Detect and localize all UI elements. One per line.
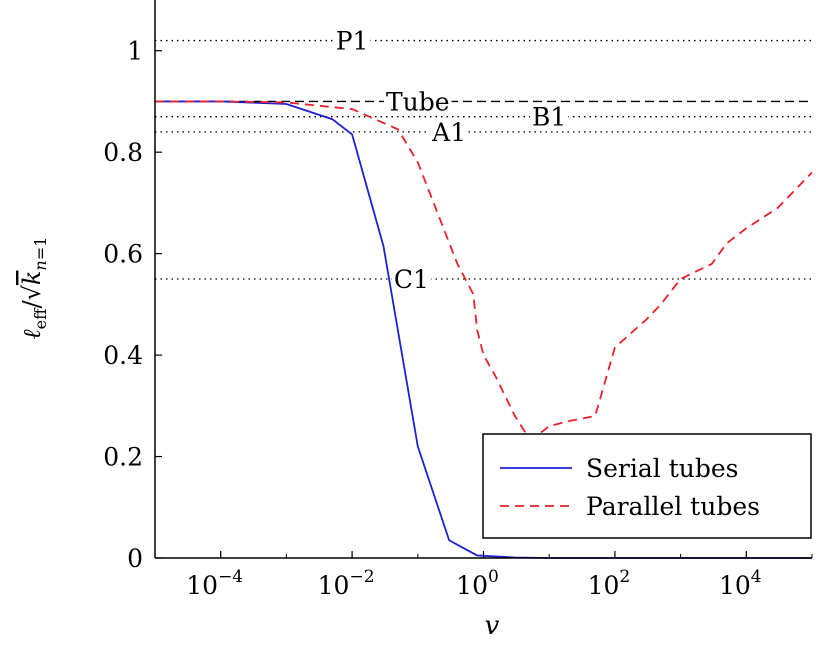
legend-label: Serial tubes — [586, 454, 739, 483]
y-ticks: 0 0.2 0.4 0.6 0.8 1 — [103, 37, 162, 573]
reference-label-tube: Tube — [386, 87, 450, 116]
y-tick-label: 0.4 — [103, 341, 143, 370]
reference-label-p1: P1 — [336, 27, 369, 56]
x-tick-label: 100 — [456, 567, 499, 600]
svg-text:ℓeff/√kn=1: ℓeff/√kn=1 — [18, 237, 50, 340]
reference-label-bg — [530, 102, 569, 131]
reference-label-bg — [391, 265, 431, 293]
x-tick-label: 10−2 — [318, 567, 375, 600]
reference-label-a1: A1 — [431, 118, 466, 147]
x-tick-label: 102 — [588, 567, 631, 600]
x-ticks: 10−4 10−2 100 102 104 — [154, 551, 813, 600]
legend-label: Parallel tubes — [586, 492, 760, 521]
x-tick-label: 104 — [719, 567, 762, 600]
y-tick-label: 0.8 — [103, 138, 143, 167]
reference-label-bg — [430, 117, 469, 146]
x-axis-label: v — [485, 611, 500, 641]
legend-box — [482, 433, 812, 539]
y-tick-label: 0.2 — [103, 443, 143, 472]
reference-label-bg — [384, 87, 452, 116]
x-tick-label: 10−4 — [186, 567, 243, 600]
reference-label-bg — [333, 26, 371, 55]
y-tick-label: 1 — [127, 37, 143, 66]
reference-label-b1: B1 — [532, 103, 566, 132]
reference-label-c1: C1 — [394, 265, 429, 294]
legend: Serial tubes Parallel tubes — [482, 433, 812, 539]
y-axis-label: ℓeff/√kn=1 — [18, 237, 50, 340]
y-tick-label: 0 — [127, 544, 143, 573]
reference-lines: P1 Tube B1 A1 C1 — [155, 26, 812, 294]
y-tick-label: 0.6 — [103, 240, 143, 269]
